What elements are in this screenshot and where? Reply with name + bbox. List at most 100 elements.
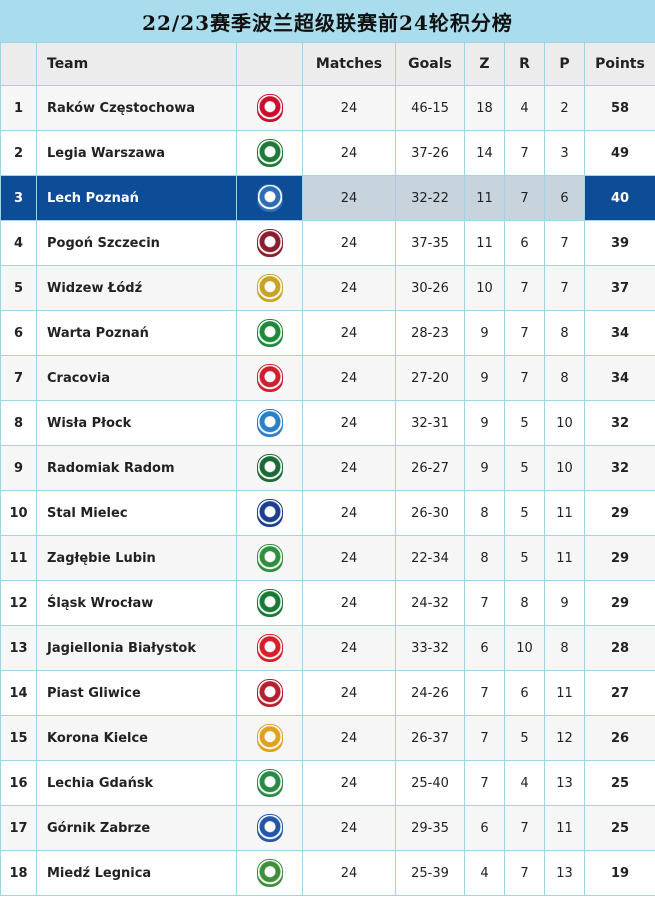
- team-name-cell: Wisła Płock: [36, 400, 237, 446]
- goals-cell: 33-32: [395, 625, 465, 671]
- matches-cell: 24: [302, 805, 396, 851]
- table-row[interactable]: 8 Wisła Płock 24 32-31 9 5 10 32: [0, 400, 655, 446]
- wins-cell: 6: [464, 625, 505, 671]
- table-row[interactable]: 15 Korona Kielce 24 26-37 7 5 12 26: [0, 715, 655, 761]
- goals-cell: 28-23: [395, 310, 465, 356]
- logo-cell: [236, 355, 303, 401]
- logo-cell: [236, 850, 303, 896]
- zaglebie-crest-icon: [256, 544, 283, 572]
- wins-cell: 10: [464, 265, 505, 311]
- draws-cell: 5: [504, 400, 545, 446]
- matches-cell: 24: [302, 760, 396, 806]
- goals-cell: 26-27: [395, 445, 465, 491]
- table-row[interactable]: 16 Lechia Gdańsk 24 25-40 7 4 13 25: [0, 760, 655, 806]
- jagiellonia-crest-icon: [256, 634, 283, 662]
- rank-cell: 1: [0, 85, 37, 131]
- matches-cell: 24: [302, 445, 396, 491]
- rank-cell: 18: [0, 850, 37, 896]
- table-row[interactable]: 9 Radomiak Radom 24 26-27 9 5 10 32: [0, 445, 655, 491]
- points-cell: 25: [584, 760, 655, 806]
- logo-cell: [236, 400, 303, 446]
- goals-cell: 22-34: [395, 535, 465, 581]
- table-row[interactable]: 17 Górnik Zabrze 24 29-35 6 7 11 25: [0, 805, 655, 851]
- page-title: 22/23赛季波兰超级联赛前24轮积分榜: [0, 0, 655, 42]
- header-points[interactable]: Points: [584, 42, 655, 86]
- rank-cell: 7: [0, 355, 37, 401]
- team-name-cell: Miedź Legnica: [36, 850, 237, 896]
- table-row[interactable]: 13 Jagiellonia Białystok 24 33-32 6 10 8 28: [0, 625, 655, 671]
- logo-cell: [236, 805, 303, 851]
- draws-cell: 7: [504, 355, 545, 401]
- matches-cell: 24: [302, 310, 396, 356]
- goals-cell: 24-26: [395, 670, 465, 716]
- lechia-crest-icon: [256, 769, 283, 797]
- losses-cell: 2: [544, 85, 585, 131]
- rank-cell: 15: [0, 715, 37, 761]
- logo-cell: [236, 265, 303, 311]
- wins-cell: 6: [464, 805, 505, 851]
- logo-cell: [236, 175, 303, 221]
- gornik-crest-icon: [256, 814, 283, 842]
- table-row[interactable]: 11 Zagłębie Lubin 24 22-34 8 5 11 29: [0, 535, 655, 581]
- radomiak-crest-icon: [256, 454, 283, 482]
- rank-cell: 11: [0, 535, 37, 581]
- table-row[interactable]: 3 Lech Poznań 24 32-22 11 7 6 40: [0, 175, 655, 221]
- table-row[interactable]: 14 Piast Gliwice 24 24-26 7 6 11 27: [0, 670, 655, 716]
- cracovia-crest-icon: [256, 364, 283, 392]
- header-z[interactable]: Z: [464, 42, 505, 86]
- rakow-crest-icon: [256, 94, 283, 122]
- table-row[interactable]: 10 Stal Mielec 24 26-30 8 5 11 29: [0, 490, 655, 536]
- header-goals[interactable]: Goals: [395, 42, 465, 86]
- korona-crest-icon: [256, 724, 283, 752]
- logo-cell: [236, 535, 303, 581]
- matches-cell: 24: [302, 535, 396, 581]
- logo-cell: [236, 715, 303, 761]
- draws-cell: 7: [504, 265, 545, 311]
- header-p[interactable]: P: [544, 42, 585, 86]
- team-name-cell: Lechia Gdańsk: [36, 760, 237, 806]
- matches-cell: 24: [302, 175, 396, 221]
- pogon-crest-icon: [256, 229, 283, 257]
- team-name-cell: Raków Częstochowa: [36, 85, 237, 131]
- losses-cell: 12: [544, 715, 585, 761]
- header-matches[interactable]: Matches: [302, 42, 396, 86]
- table-row[interactable]: 2 Legia Warszawa 24 37-26 14 7 3 49: [0, 130, 655, 176]
- team-name-cell: Jagiellonia Białystok: [36, 625, 237, 671]
- points-cell: 58: [584, 85, 655, 131]
- goals-cell: 37-35: [395, 220, 465, 266]
- wins-cell: 8: [464, 535, 505, 581]
- table-row[interactable]: 6 Warta Poznań 24 28-23 9 7 8 34: [0, 310, 655, 356]
- rank-cell: 6: [0, 310, 37, 356]
- points-cell: 28: [584, 625, 655, 671]
- header-r[interactable]: R: [504, 42, 545, 86]
- table-row[interactable]: 7 Cracovia 24 27-20 9 7 8 34: [0, 355, 655, 401]
- losses-cell: 8: [544, 355, 585, 401]
- points-cell: 29: [584, 535, 655, 581]
- rank-cell: 17: [0, 805, 37, 851]
- losses-cell: 8: [544, 625, 585, 671]
- logo-cell: [236, 310, 303, 356]
- table-row[interactable]: 1 Raków Częstochowa 24 46-15 18 4 2 58: [0, 85, 655, 131]
- goals-cell: 37-26: [395, 130, 465, 176]
- points-cell: 37: [584, 265, 655, 311]
- team-name-cell: Stal Mielec: [36, 490, 237, 536]
- table-row[interactable]: 18 Miedź Legnica 24 25-39 4 7 13 19: [0, 850, 655, 896]
- team-name-cell: Śląsk Wrocław: [36, 580, 237, 626]
- table-row[interactable]: 4 Pogoń Szczecin 24 37-35 11 6 7 39: [0, 220, 655, 266]
- header-team[interactable]: Team: [36, 42, 237, 86]
- matches-cell: 24: [302, 850, 396, 896]
- goals-cell: 25-40: [395, 760, 465, 806]
- wins-cell: 9: [464, 400, 505, 446]
- matches-cell: 24: [302, 580, 396, 626]
- draws-cell: 7: [504, 130, 545, 176]
- table-row[interactable]: 5 Widzew Łódź 24 30-26 10 7 7 37: [0, 265, 655, 311]
- matches-cell: 24: [302, 625, 396, 671]
- goals-cell: 30-26: [395, 265, 465, 311]
- logo-cell: [236, 670, 303, 716]
- legia-crest-icon: [256, 139, 283, 167]
- team-name-cell: Warta Poznań: [36, 310, 237, 356]
- wins-cell: 9: [464, 310, 505, 356]
- wins-cell: 9: [464, 445, 505, 491]
- table-row[interactable]: 12 Śląsk Wrocław 24 24-32 7 8 9 29: [0, 580, 655, 626]
- losses-cell: 7: [544, 265, 585, 311]
